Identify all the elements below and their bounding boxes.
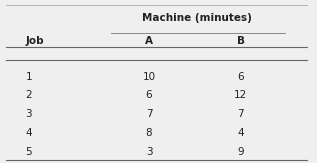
- Text: 2: 2: [25, 90, 32, 100]
- Text: 7: 7: [146, 109, 152, 119]
- Text: Machine (minutes): Machine (minutes): [142, 13, 251, 23]
- Text: 9: 9: [238, 147, 244, 157]
- Text: B: B: [237, 36, 245, 46]
- Text: 10: 10: [142, 72, 156, 82]
- Text: 6: 6: [238, 72, 244, 82]
- Text: 4: 4: [25, 128, 32, 138]
- Text: 5: 5: [25, 147, 32, 157]
- Text: 1: 1: [25, 72, 32, 82]
- Text: 6: 6: [146, 90, 152, 100]
- Text: A: A: [145, 36, 153, 46]
- Text: Job: Job: [25, 36, 44, 46]
- Text: 4: 4: [238, 128, 244, 138]
- Text: 8: 8: [146, 128, 152, 138]
- Text: 7: 7: [238, 109, 244, 119]
- Text: 3: 3: [25, 109, 32, 119]
- Text: 12: 12: [234, 90, 248, 100]
- Text: 3: 3: [146, 147, 152, 157]
